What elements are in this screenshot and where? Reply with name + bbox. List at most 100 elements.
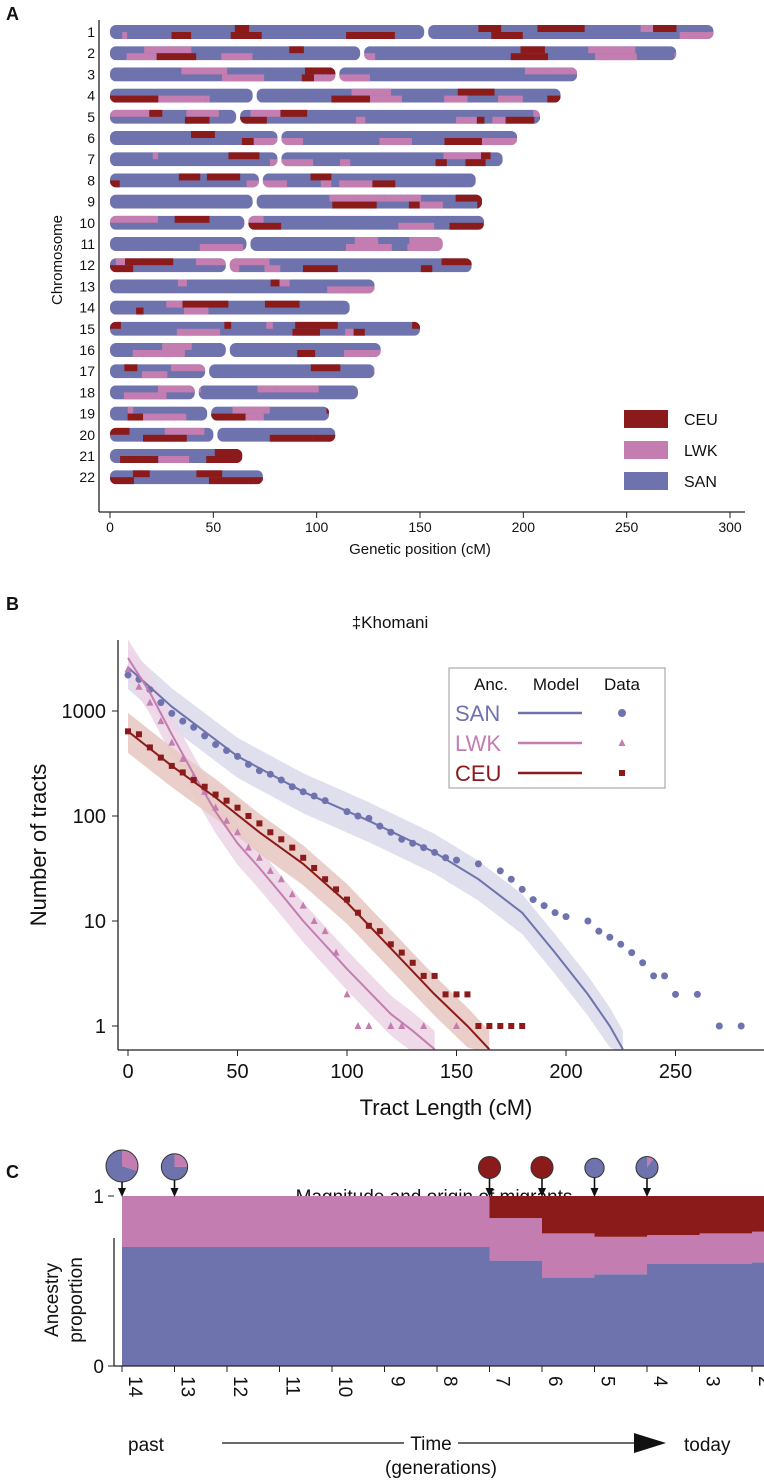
data-point-san	[179, 717, 187, 725]
chromosome-label: 20	[79, 427, 95, 443]
data-point-ceu	[278, 836, 285, 843]
data-point-lwk	[179, 754, 187, 762]
panel-b-x-label: Tract Length (cM)	[360, 1095, 533, 1120]
area-lwk	[489, 1218, 543, 1261]
chromosome-label: 18	[79, 384, 95, 400]
data-point-ceu	[223, 797, 230, 804]
chromosome-label: 11	[80, 236, 95, 252]
data-point-ceu	[486, 1023, 493, 1029]
data-point-ceu	[212, 791, 219, 798]
area-ceu	[699, 1196, 753, 1234]
chromosome-16	[110, 343, 381, 357]
panel-c-y-label-2: proportion	[66, 1257, 87, 1343]
chromosome-12	[110, 258, 472, 273]
data-point-san	[431, 848, 439, 856]
chromosome-label: 17	[79, 363, 95, 379]
x-tick-label: 50	[206, 519, 222, 535]
area-san	[174, 1247, 228, 1366]
data-point-ceu	[289, 844, 296, 851]
area-san	[489, 1260, 543, 1366]
data-point-ceu	[300, 854, 307, 861]
data-point-san	[387, 828, 395, 836]
generation-tick-label: 12	[229, 1376, 250, 1397]
data-point-ceu	[179, 769, 186, 776]
data-point-ceu	[344, 896, 350, 903]
data-point-lwk	[321, 927, 329, 935]
panel-c-ticks: 14 13 12 11 10 9 8 7 6 5 4 3 2 0 1	[93, 1187, 764, 1398]
migrant-pie-gen-13	[160, 1153, 189, 1197]
data-point-san	[398, 835, 406, 843]
data-point-lwk	[354, 1022, 362, 1029]
data-point-san	[409, 839, 417, 847]
chromosome-label: 2	[87, 45, 95, 61]
area-san	[227, 1247, 280, 1366]
x-tick-label: 150	[440, 1061, 473, 1083]
data-point-san	[737, 1022, 745, 1030]
chromosome-label: 19	[79, 406, 95, 422]
area-ceu	[489, 1196, 543, 1219]
data-point-ceu	[245, 813, 252, 819]
area-ceu	[752, 1196, 764, 1232]
data-point-san	[190, 723, 198, 731]
legend-label: SAN	[684, 474, 717, 491]
area-lwk	[279, 1196, 333, 1247]
data-point-san	[299, 788, 307, 796]
data-point-ceu	[234, 804, 241, 811]
x-tick-label: 0	[122, 1061, 133, 1083]
area-san	[437, 1247, 490, 1366]
generation-tick-label: 8	[439, 1376, 460, 1387]
generation-tick-label: 14	[124, 1376, 145, 1398]
generation-tick-label: 3	[702, 1376, 723, 1387]
panel-b-ticks: 0 50 100 150 200 250 1 10 100 1000	[62, 701, 693, 1083]
chromosome-10	[110, 215, 485, 230]
data-point-ceu	[354, 909, 361, 916]
legend-label: CEU	[684, 412, 718, 429]
data-point-ceu	[125, 728, 131, 735]
data-point-san	[223, 747, 231, 755]
data-point-san	[201, 732, 209, 740]
x-tick-label: 250	[659, 1061, 692, 1083]
chromosome-label: 12	[79, 257, 95, 273]
confidence-band-lwk	[128, 640, 435, 1050]
chromosome-label: 22	[79, 469, 95, 485]
data-point-lwk	[453, 1022, 460, 1029]
generation-tick-label: 11	[282, 1376, 303, 1396]
generation-tick-label: 13	[177, 1376, 198, 1397]
data-point-san	[518, 885, 526, 893]
legend-label: LWK	[684, 443, 718, 460]
data-point-san	[321, 797, 329, 805]
panel-c-area	[122, 1196, 764, 1366]
chromosome-17	[110, 364, 375, 379]
data-point-san	[474, 860, 482, 868]
x-tick-label: 250	[615, 519, 639, 535]
data-point-san	[453, 856, 460, 864]
confidence-band-ceu	[128, 712, 490, 1050]
data-point-san	[244, 760, 252, 768]
data-point-lwk	[387, 1022, 395, 1029]
data-point-san	[672, 990, 679, 998]
area-ceu	[542, 1196, 595, 1234]
data-point-san	[255, 767, 263, 775]
data-point-san	[628, 949, 636, 957]
chromosome-2	[110, 46, 677, 61]
data-point-san	[277, 776, 285, 784]
data-point-san	[693, 990, 701, 998]
data-point-san	[562, 913, 570, 921]
data-point-san	[168, 709, 176, 717]
chromosome-label: 14	[79, 300, 95, 316]
x-tick-label: 300	[718, 519, 742, 535]
migrant-pie-gen-4	[635, 1155, 659, 1197]
area-san	[752, 1262, 764, 1366]
data-point-lwk	[288, 890, 296, 898]
data-point-san	[540, 902, 548, 910]
legend-anc-san: SAN	[455, 701, 500, 726]
data-point-lwk	[343, 990, 351, 998]
data-point-san	[376, 822, 384, 830]
chromosome-13	[110, 279, 375, 294]
data-point-ceu	[256, 820, 263, 827]
data-point-san	[212, 740, 220, 748]
migrant-pie-gen-7	[477, 1155, 502, 1197]
data-point-ceu	[508, 1023, 515, 1029]
data-point-ceu	[398, 949, 405, 956]
